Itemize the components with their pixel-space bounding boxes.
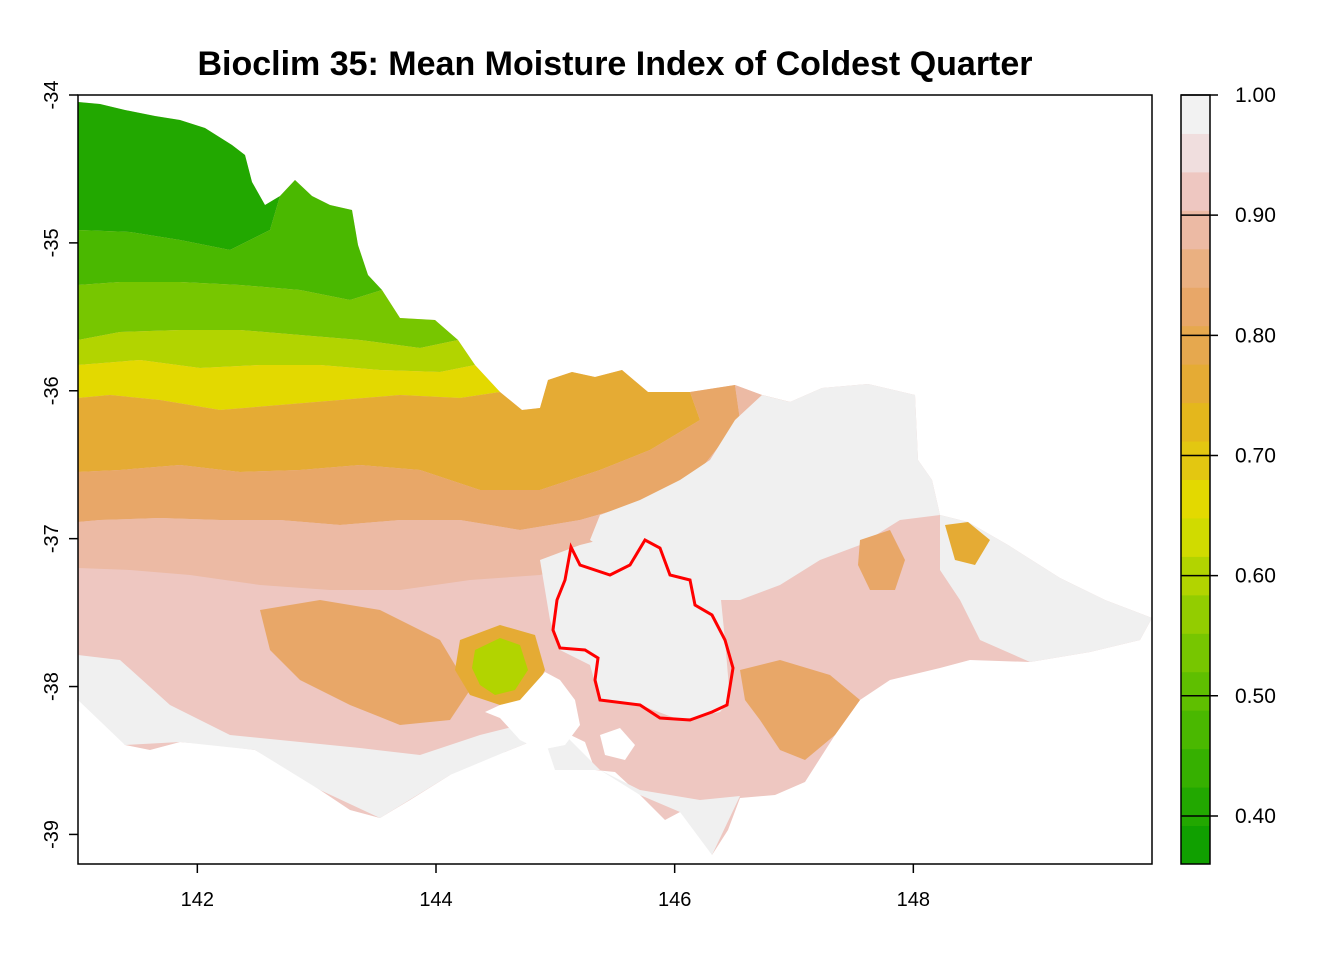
land-grey-south — [78, 655, 740, 855]
x-axis: 142 144 146 148 — [181, 864, 930, 911]
legend-tick-label: 0.40 — [1235, 805, 1276, 828]
legend-tick-label: 1.00 — [1235, 84, 1276, 107]
port-phillip-bay — [485, 672, 580, 750]
y-tick-label: -37 — [41, 524, 63, 553]
legend-color-bin — [1181, 825, 1210, 865]
raster-layer — [78, 102, 1152, 855]
x-tick-label: 144 — [419, 889, 452, 911]
y-tick-label: -39 — [41, 820, 63, 849]
zone-grey-central — [540, 535, 730, 720]
zone-grey-east-coast — [940, 515, 1152, 662]
legend-tick-label: 0.80 — [1235, 324, 1276, 347]
legend-tick-label: 0.60 — [1235, 565, 1276, 588]
legend-color-bin — [1181, 287, 1210, 327]
y-axis: -34 -35 -36 -37 -38 -39 — [41, 81, 78, 849]
x-tick-label: 146 — [658, 889, 691, 911]
legend-color-bin — [1181, 248, 1210, 288]
legend-color-bin — [1181, 364, 1210, 404]
legend-color-bin — [1181, 479, 1210, 519]
color-legend: 1.00 0.90 0.80 0.70 0.60 0.50 0.40 — [1180, 84, 1276, 865]
map-title: Bioclim 35: Mean Moisture Index of Colde… — [197, 45, 1033, 83]
zone-lime-spot — [472, 638, 528, 695]
legend-color-bin — [1181, 441, 1210, 480]
zone-green-dark — [78, 102, 280, 250]
zone-yellow — [78, 360, 500, 410]
legend-color-bin — [1181, 787, 1210, 827]
legend-tick-label: 0.90 — [1235, 204, 1276, 227]
legend-color-bin — [1181, 748, 1210, 788]
zone-orange-gippsland — [740, 660, 860, 760]
zone-orange-hills — [858, 530, 905, 590]
legend-color-bin — [1181, 710, 1210, 750]
legend-color-bin — [1181, 633, 1210, 673]
zone-green-light — [78, 282, 458, 348]
zone-yellow-green — [78, 330, 475, 372]
legend-color-bin — [1181, 95, 1210, 134]
legend-color-bin — [1181, 133, 1210, 173]
zone-orange — [78, 370, 700, 490]
legend-color-bin — [1181, 325, 1210, 365]
y-tick-label: -35 — [41, 228, 63, 257]
x-tick-label: 148 — [897, 889, 930, 911]
westernport-bay — [600, 728, 635, 760]
legend-color-bin — [1181, 402, 1210, 442]
legend-tick-label: 0.50 — [1235, 685, 1276, 708]
zone-tan — [78, 385, 740, 530]
y-tick-label: -38 — [41, 672, 63, 701]
legend-tick-label: 0.70 — [1235, 444, 1276, 467]
legend-color-bin — [1181, 171, 1210, 211]
legend-color-bin — [1181, 594, 1210, 634]
y-tick-label: -34 — [41, 81, 63, 110]
x-tick-label: 142 — [181, 889, 214, 911]
legend-color-bin — [1181, 671, 1210, 711]
legend-color-bin — [1181, 517, 1210, 557]
zone-orange-east — [945, 522, 990, 565]
plot-frame — [77, 94, 1153, 865]
y-tick-label: -36 — [41, 376, 63, 405]
region-outline — [551, 538, 735, 722]
zone-green — [78, 180, 382, 300]
zone-grey-east — [590, 384, 940, 600]
zone-orange-west — [260, 600, 470, 725]
legend-color-bin — [1181, 210, 1210, 250]
